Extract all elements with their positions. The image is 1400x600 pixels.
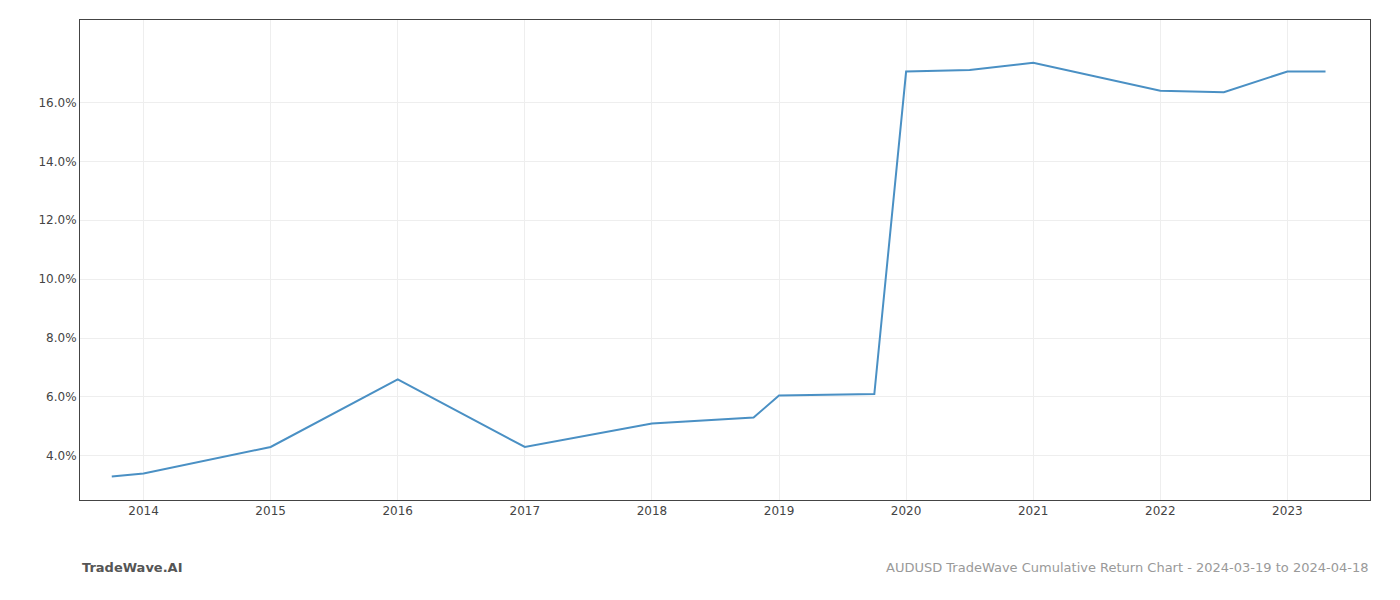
svg-text:12.0%: 12.0%	[38, 213, 76, 227]
svg-text:AUDUSD TradeWave Cumulative Re: AUDUSD TradeWave Cumulative Return Chart…	[886, 560, 1368, 575]
svg-text:14.0%: 14.0%	[38, 155, 76, 169]
svg-text:16.0%: 16.0%	[38, 96, 76, 110]
svg-text:2014: 2014	[128, 504, 159, 518]
svg-text:2016: 2016	[382, 504, 413, 518]
svg-text:2019: 2019	[764, 504, 795, 518]
svg-text:2018: 2018	[637, 504, 668, 518]
svg-text:6.0%: 6.0%	[46, 390, 77, 404]
svg-text:2020: 2020	[891, 504, 922, 518]
svg-text:4.0%: 4.0%	[46, 449, 77, 463]
svg-text:2022: 2022	[1145, 504, 1176, 518]
svg-text:TradeWave.AI: TradeWave.AI	[82, 560, 183, 575]
svg-text:10.0%: 10.0%	[38, 272, 76, 286]
svg-text:2021: 2021	[1018, 504, 1049, 518]
svg-text:2023: 2023	[1272, 504, 1303, 518]
svg-text:8.0%: 8.0%	[46, 331, 77, 345]
svg-text:2017: 2017	[510, 504, 541, 518]
svg-text:2015: 2015	[255, 504, 286, 518]
